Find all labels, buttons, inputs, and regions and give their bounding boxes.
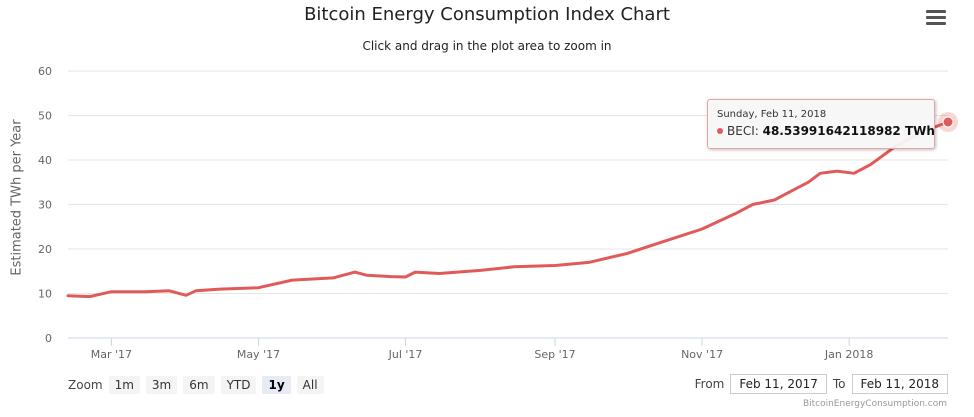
tooltip: Sunday, Feb 11, 2018 BECI: 48.5399164211… — [707, 99, 935, 149]
zoom-ytd-button[interactable]: YTD — [220, 376, 257, 394]
menu-icon[interactable] — [926, 10, 946, 28]
x-tick-label: Jan 2018 — [824, 348, 873, 361]
to-label: To — [832, 377, 846, 391]
zoom-all-button[interactable]: All — [296, 376, 324, 394]
tooltip-series: BECI: — [727, 124, 759, 138]
hover-marker — [942, 116, 954, 128]
tooltip-value: 48.53991642118982 TWh — [762, 124, 935, 138]
zoom-3m-button[interactable]: 3m — [145, 376, 178, 394]
zoom-label: Zoom — [68, 378, 103, 392]
series-line-beci — [66, 120, 950, 299]
y-tick-label: 60 — [38, 65, 52, 78]
x-tick-label: Nov '17 — [681, 348, 723, 361]
y-tick-label: 10 — [38, 288, 52, 301]
y-tick-label: 20 — [38, 243, 52, 256]
y-tick-label: 0 — [45, 332, 52, 345]
zoom-1y-button[interactable]: 1y — [262, 376, 291, 394]
y-tick-label: 40 — [38, 154, 52, 167]
date-range: From Feb 11, 2017 To Feb 11, 2018 — [689, 374, 948, 394]
y-axis-title: Estimated TWh per Year — [9, 119, 25, 276]
chart-subtitle: Click and drag in the plot area to zoom … — [362, 39, 612, 53]
tooltip-date: Sunday, Feb 11, 2018 — [717, 109, 827, 120]
range-selector: Zoom 1m 3m 6m YTD 1y All — [68, 376, 330, 394]
x-tick-label: Sep '17 — [534, 348, 575, 361]
x-tick-label: Mar '17 — [91, 348, 132, 361]
zoom-1m-button[interactable]: 1m — [108, 376, 140, 394]
chart-title: Bitcoin Energy Consumption Index Chart — [304, 4, 670, 25]
y-tick-label: 50 — [38, 110, 52, 123]
credit-link[interactable]: BitcoinEnergyConsumption.com — [802, 399, 947, 409]
x-tick-label: May '17 — [237, 348, 280, 361]
y-tick-label: 30 — [38, 199, 52, 212]
x-tick-label: Jul '17 — [388, 348, 423, 361]
series-dot-icon — [717, 128, 723, 134]
to-date-input[interactable]: Feb 11, 2018 — [851, 374, 948, 394]
from-date-input[interactable]: Feb 11, 2017 — [730, 374, 827, 394]
from-label: From — [694, 377, 725, 391]
chart-svg[interactable]: 0 10 20 30 40 50 60 Mar '17 May '17 Jul '17 Sep '1… — [0, 0, 974, 370]
tooltip-line: BECI: 48.53991642118982 TWh — [717, 124, 935, 138]
zoom-6m-button[interactable]: 6m — [183, 376, 215, 394]
